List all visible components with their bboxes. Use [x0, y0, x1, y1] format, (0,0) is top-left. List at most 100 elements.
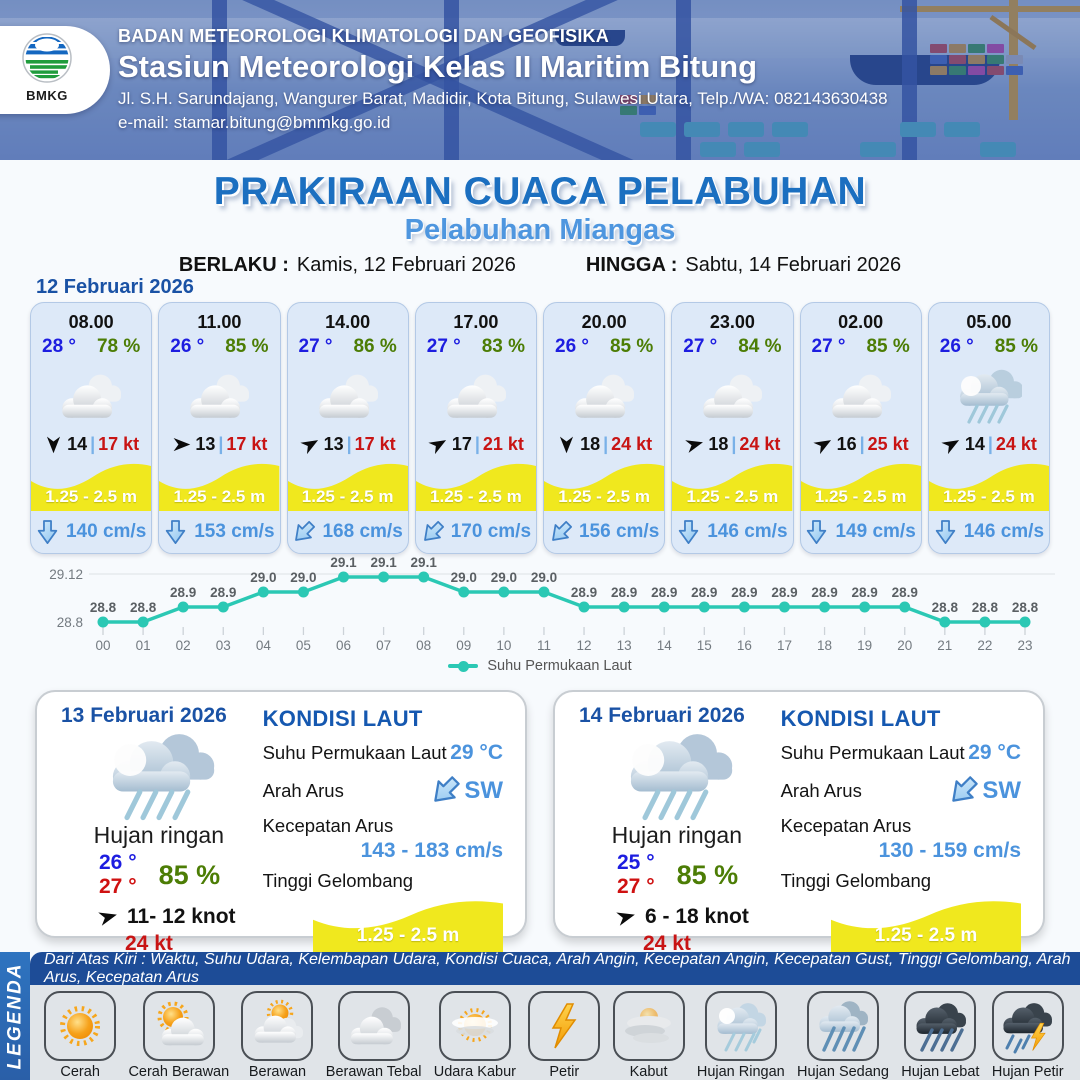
legend-item-cerah-berawan: Cerah Berawan	[128, 991, 229, 1080]
hujan-ringan-icon	[630, 734, 732, 821]
legend-label: Kabut	[629, 1064, 668, 1080]
legend-item-berawan: Berawan	[241, 991, 314, 1080]
wave-height-band: 1.25 - 2.5 m	[800, 459, 921, 511]
current-speed: 170 cm/s	[450, 521, 532, 542]
svg-text:29.1: 29.1	[411, 556, 438, 570]
legend-note: Dari Atas Kiri : Waktu, Suhu Udara, Kele…	[44, 950, 1071, 986]
legend-item-petir: Petir	[528, 991, 601, 1080]
validity-to-value: Sabtu, 14 Februari 2026	[685, 254, 902, 276]
svg-text:11: 11	[537, 638, 551, 653]
legend-item-berawan-tebal: Berawan Tebal	[325, 991, 422, 1080]
current-speed: 146 cm/s	[963, 521, 1045, 542]
svg-text:28.8: 28.8	[90, 600, 117, 615]
weather-condition: Hujan ringan	[93, 822, 224, 848]
hourly-forecast-card: 08.00 28 ° 78 % 14 | 17 kt 1.25 - 2.5 m	[30, 302, 153, 554]
current-speed-label: Kecepatan Arus	[780, 815, 912, 836]
current-direction-icon	[288, 514, 322, 549]
forecast-time: 05.00	[966, 312, 1012, 332]
legend-label: Berawan Tebal	[325, 1064, 422, 1080]
air-temperature: 26 °	[939, 336, 974, 357]
svg-text:10: 10	[496, 638, 511, 653]
legend-item-hujan-lebat: Hujan Lebat	[901, 991, 979, 1080]
air-temperature: 26 °	[170, 336, 205, 357]
forecast-time: 20.00	[581, 312, 627, 332]
wave-height-label: Tinggi Gelombang	[262, 870, 414, 891]
hourly-forecast-card: 05.00 26 ° 85 % 14 | 24 kt 1.25 - 2.5 m	[927, 302, 1050, 554]
svg-text:28.9: 28.9	[611, 585, 637, 600]
forecast-time: 17.00	[453, 312, 499, 332]
svg-text:20: 20	[897, 638, 912, 653]
forecast-time: 02.00	[838, 312, 884, 332]
svg-text:29.0: 29.0	[491, 570, 517, 585]
humidity: 85 %	[994, 336, 1038, 357]
current-speed: 153 cm/s	[194, 521, 275, 542]
current-speed: 149 cm/s	[835, 521, 916, 542]
wind-gust: 17 kt	[226, 434, 268, 454]
legend-label: Udara Kabur	[433, 1064, 516, 1080]
validity-to-label: HINGGA :	[585, 254, 678, 276]
sst-chart: 29.12 28.8 00 01 02 03 04 05 06 07 08 09 10 11 12 13 14 1…	[25, 556, 1055, 656]
wind-speed: 13	[323, 434, 344, 454]
svg-text:28.9: 28.9	[852, 585, 878, 600]
chart-legend: Suhu Permukaan Laut	[0, 658, 1080, 674]
wave-height-band: 1.25 - 2.5 m	[544, 459, 665, 511]
legend-item-udara-kabur: Udara Kabur	[434, 991, 516, 1080]
hujan-petir-icon	[1003, 1003, 1052, 1054]
station-name: Stasiun Meteorologi Kelas II Maritim Bit…	[118, 49, 758, 84]
current-direction-icon	[164, 519, 187, 546]
berawan-tebal-icon	[350, 1007, 401, 1045]
svg-text:28.9: 28.9	[571, 585, 597, 600]
legend-label: Hujan Lebat	[901, 1064, 980, 1080]
daily-date: 14 Februari 2026	[579, 704, 745, 727]
wave-height-value: 1.25 - 2.5 m	[874, 925, 978, 946]
wave-height: 1.25 - 2.5 m	[943, 487, 1035, 506]
wave-height-band: 1.25 - 2.5 m	[831, 896, 1021, 952]
current-direction-label: Arah Arus	[262, 780, 344, 801]
berawan-icon	[318, 374, 378, 418]
forecast-time: 11.00	[197, 312, 242, 332]
daily-date: 13 Februari 2026	[61, 704, 227, 727]
wave-height: 1.25 - 2.5 m	[814, 487, 907, 506]
svg-text:29.1: 29.1	[370, 556, 397, 570]
current-direction-icon	[544, 514, 578, 549]
legend-title-strip: LEGENDA	[0, 952, 30, 1080]
svg-text:29.0: 29.0	[250, 570, 276, 585]
svg-text:21: 21	[937, 638, 952, 653]
hujan-ringan-icon	[112, 734, 214, 821]
hujan-sedang-icon	[819, 1001, 868, 1052]
validity-from-value: Kamis, 12 Februari 2026	[296, 254, 516, 276]
hourly-forecast-card: 11.00 26 ° 85 % 13 | 17 kt 1.25 - 2.5 m	[158, 302, 281, 554]
hourly-forecast-card: 14.00 27 ° 86 % 13 | 17 kt 1.25 - 2.5 m	[286, 302, 409, 554]
temp-max: 27 °	[99, 875, 137, 899]
wave-height: 1.25 - 2.5 m	[558, 487, 650, 506]
berawan-icon	[831, 374, 891, 418]
wind-gust: 24 kt	[739, 434, 781, 454]
hourly-forecast-card: 02.00 27 ° 85 % 16 | 25 kt 1.25 - 2.5 m	[799, 302, 922, 554]
svg-text:02: 02	[176, 638, 191, 653]
svg-text:28.9: 28.9	[771, 585, 797, 600]
svg-text:28.8: 28.8	[932, 600, 959, 615]
berawan-icon	[255, 999, 304, 1043]
wind-speed: 18	[580, 434, 601, 454]
humidity: 85 %	[676, 859, 739, 890]
wind-direction-icon	[809, 430, 838, 459]
hujan-ringan-icon	[960, 369, 1022, 424]
wind-speed: 16	[836, 434, 857, 454]
berawan-icon	[62, 374, 122, 418]
bmkg-logo-icon	[22, 33, 72, 83]
forecast-time: 14.00	[325, 312, 371, 332]
current-speed: 156 cm/s	[578, 521, 660, 542]
svg-text:09: 09	[456, 638, 471, 653]
legend-label: Hujan Petir	[991, 1064, 1064, 1080]
svg-text:28.8: 28.8	[130, 600, 157, 615]
svg-text:28.9: 28.9	[651, 585, 677, 600]
current-speed-value: 130 - 159 cm/s	[878, 839, 1021, 862]
humidity: 85 %	[158, 859, 221, 890]
legend-label: Hujan Ringan	[696, 1064, 785, 1080]
svg-text:28.9: 28.9	[170, 585, 196, 600]
kabut-icon	[624, 1008, 671, 1043]
sst-label: Suhu Permukaan Laut	[780, 742, 965, 763]
wave-height-band: 1.25 - 2.5 m	[313, 896, 503, 952]
port-name: Pelabuhan Miangas	[404, 214, 676, 246]
sea-condition-title: KONDISI LAUT	[780, 706, 941, 731]
